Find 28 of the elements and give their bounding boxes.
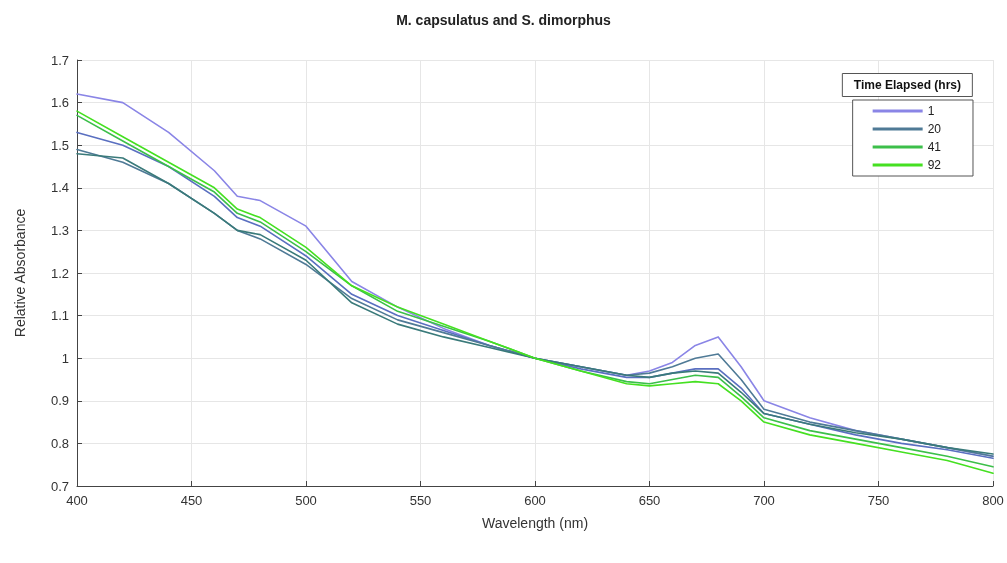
chart-title: M. capsulatus and S. dimorphus bbox=[396, 12, 612, 28]
x-tick-label: 400 bbox=[66, 493, 88, 508]
y-tick-label: 1.7 bbox=[50, 52, 69, 68]
y-tick-label: 1.4 bbox=[50, 180, 69, 196]
x-tick-label: 600 bbox=[524, 493, 546, 508]
legend-label: 1 bbox=[927, 104, 935, 118]
x-tick-label: 800 bbox=[982, 493, 1004, 508]
y-axis-title: Relative Absorbance bbox=[12, 208, 28, 338]
legend-label: 20 bbox=[927, 122, 942, 136]
legend-title: Time Elapsed (hrs) bbox=[853, 78, 962, 92]
y-tick-label: 1.5 bbox=[50, 137, 69, 153]
x-tick-label: 750 bbox=[867, 493, 890, 508]
y-tick-label: 1.2 bbox=[50, 265, 69, 281]
x-tick-label: 500 bbox=[295, 493, 317, 508]
x-axis-title: Wavelength (nm) bbox=[481, 515, 589, 531]
y-tick-label: 0.8 bbox=[50, 435, 69, 451]
legend-label: 92 bbox=[927, 158, 942, 172]
x-tick-label: 700 bbox=[753, 493, 775, 508]
y-tick-label: 1 bbox=[61, 350, 69, 366]
y-tick-label: 1.3 bbox=[50, 222, 69, 238]
legend-label: 41 bbox=[927, 140, 942, 154]
x-tick-label: 650 bbox=[638, 493, 661, 508]
y-tick-label: 0.7 bbox=[50, 478, 69, 494]
y-tick-label: 1.1 bbox=[50, 308, 69, 324]
y-tick-label: 1.6 bbox=[50, 95, 69, 111]
x-tick-label: 450 bbox=[180, 493, 203, 508]
y-tick-label: 0.9 bbox=[50, 393, 69, 409]
x-tick-label: 550 bbox=[409, 493, 432, 508]
